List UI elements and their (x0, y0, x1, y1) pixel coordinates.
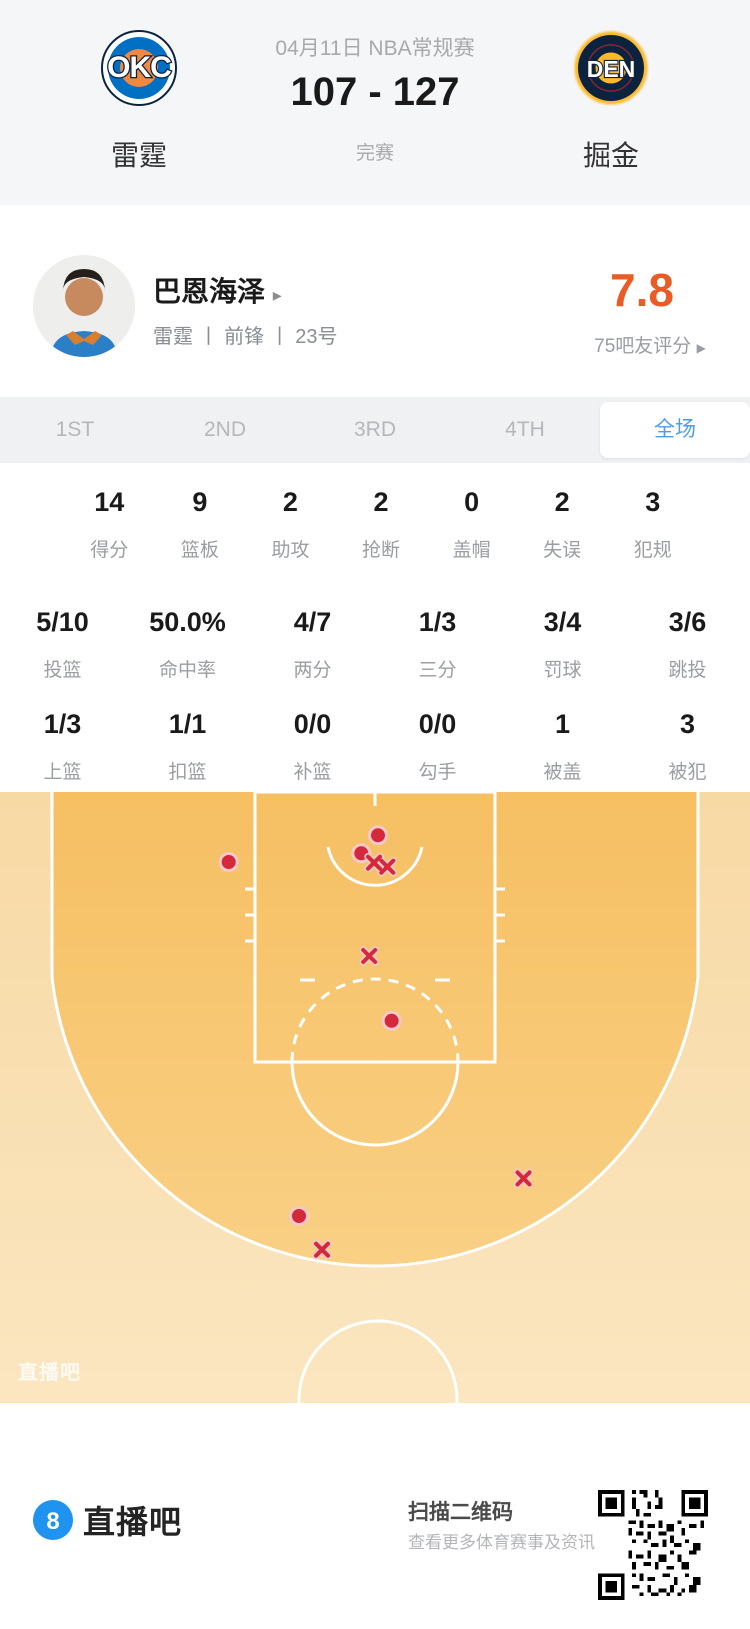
svg-text:8: 8 (46, 1508, 59, 1535)
